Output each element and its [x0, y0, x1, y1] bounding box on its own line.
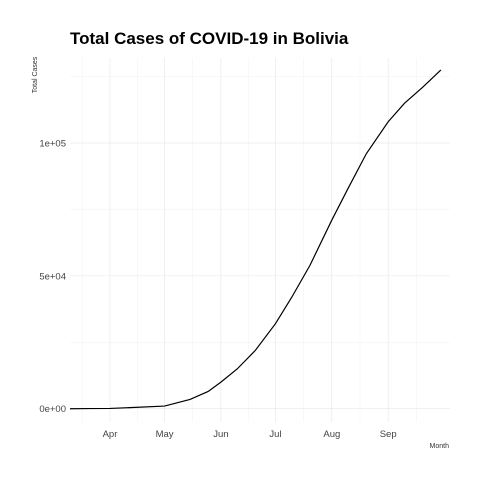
- x-tick-label: Jul: [269, 429, 281, 440]
- y-tick-label: 0e+00: [39, 404, 66, 415]
- minor-gridlines: [70, 58, 450, 422]
- y-tick-label: 1e+05: [39, 139, 66, 150]
- y-tick-labels: 0e+00 5e+04 1e+05: [39, 139, 66, 416]
- x-axis-title: Month: [430, 443, 450, 450]
- major-gridlines: [70, 58, 450, 422]
- x-tick-label: Jun: [213, 429, 228, 440]
- x-tick-labels: Apr May Jun Jul Aug Sep: [103, 429, 397, 440]
- series-line-total-cases: [69, 69, 442, 410]
- y-axis-title: Total Cases: [32, 56, 39, 93]
- x-tick-label: Aug: [323, 429, 340, 440]
- x-tick-label: Apr: [103, 429, 118, 440]
- y-tick-label: 5e+04: [39, 271, 66, 282]
- x-tick-label: Sep: [380, 429, 397, 440]
- chart-title: Total Cases of COVID-19 in Bolivia: [70, 29, 349, 48]
- x-tick-label: May: [156, 429, 174, 440]
